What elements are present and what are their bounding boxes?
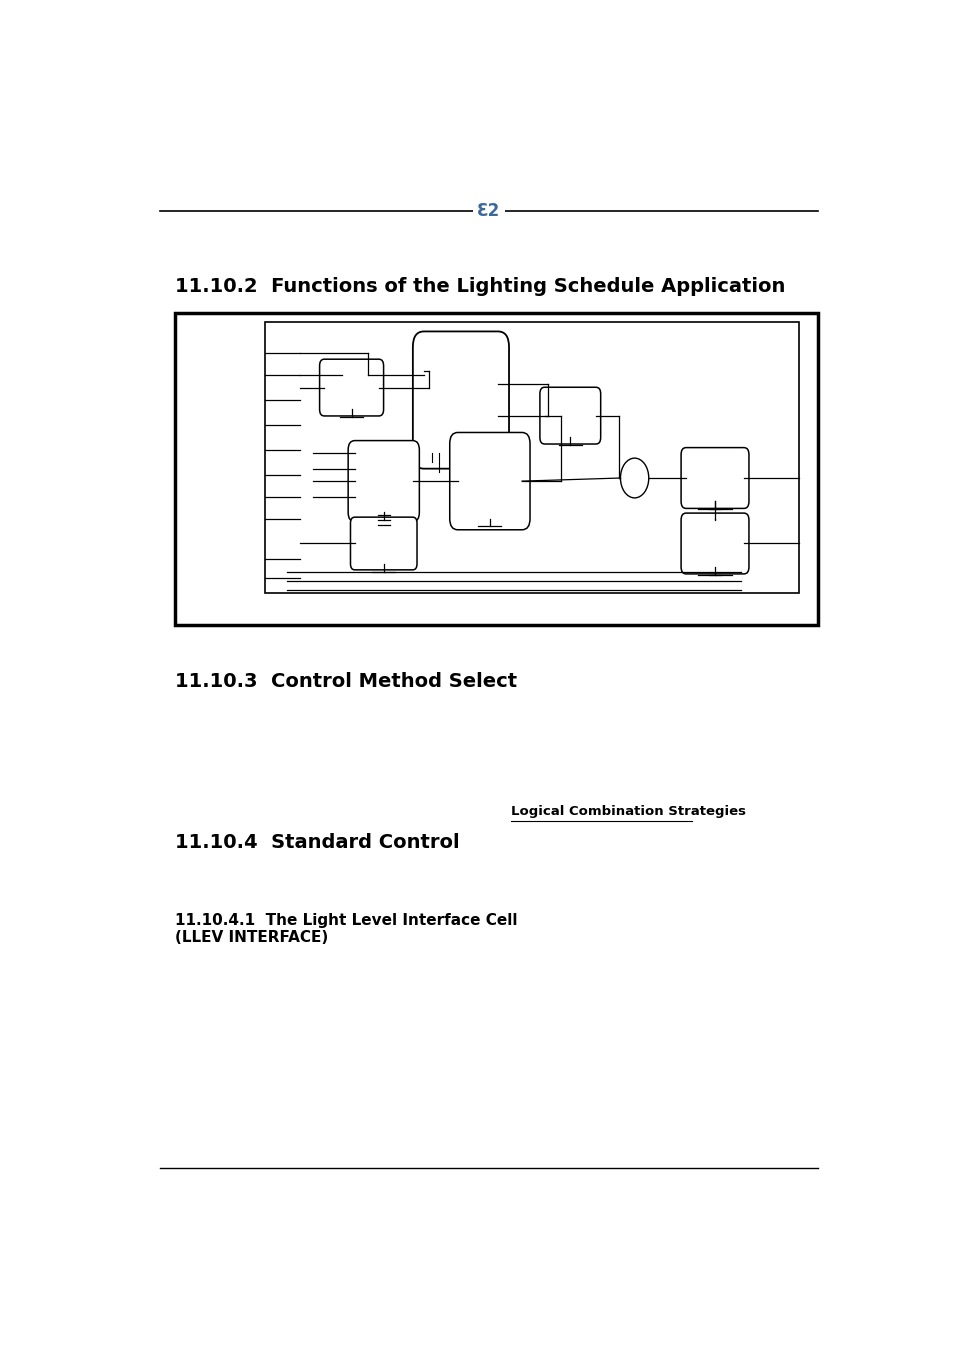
FancyBboxPatch shape	[680, 448, 748, 509]
Text: 11.10.4  Standard Control: 11.10.4 Standard Control	[174, 833, 458, 852]
Text: 11.10.3  Control Method Select: 11.10.3 Control Method Select	[174, 672, 517, 691]
FancyBboxPatch shape	[413, 332, 509, 468]
Text: Logical Combination Strategies: Logical Combination Strategies	[511, 805, 745, 818]
FancyBboxPatch shape	[680, 513, 748, 574]
Bar	[174, 313, 817, 625]
FancyBboxPatch shape	[449, 432, 530, 529]
FancyBboxPatch shape	[350, 517, 416, 570]
Text: Ɛ2: Ɛ2	[476, 202, 500, 220]
FancyBboxPatch shape	[319, 359, 383, 416]
FancyBboxPatch shape	[348, 440, 419, 521]
Bar	[265, 323, 798, 594]
Text: 11.10.4.1  The Light Level Interface Cell
(LLEV INTERFACE): 11.10.4.1 The Light Level Interface Cell…	[174, 913, 517, 945]
FancyBboxPatch shape	[539, 387, 600, 444]
Text: 11.10.2  Functions of the Lighting Schedule Application: 11.10.2 Functions of the Lighting Schedu…	[174, 277, 784, 296]
